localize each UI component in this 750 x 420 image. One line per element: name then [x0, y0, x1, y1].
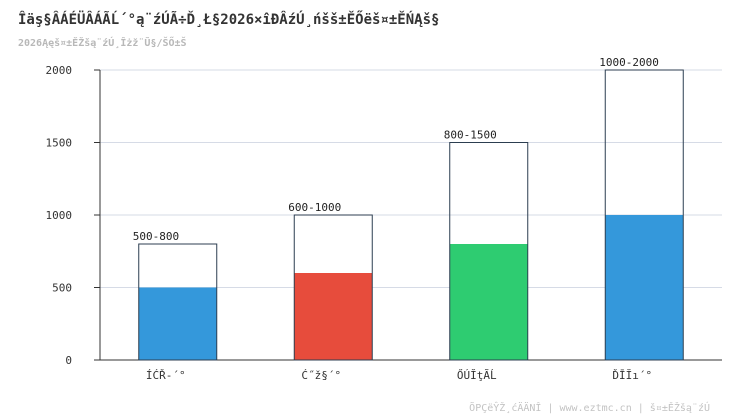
y-tick-label: 0: [65, 354, 72, 367]
x-tick-label: ĎĪĬı´°: [612, 369, 652, 382]
bar-value: [449, 244, 528, 360]
x-tick-label: Ć˝ž§´°: [301, 369, 341, 382]
bar-value: [605, 215, 684, 360]
x-tick-label: ÍĆŘ-´°: [146, 369, 186, 382]
bar-range-label: 500-800: [133, 230, 179, 243]
y-tick-label: 1000: [46, 209, 73, 222]
bar-range-outline: [293, 214, 373, 361]
x-axis-labels: ÍĆŘ-´° Ć˝ž§´° ŐÚĬţÃĹ ĎĪĬı´°: [146, 368, 652, 382]
bar-range-outline: [449, 142, 529, 361]
bar-value: [138, 287, 217, 360]
y-tick-label: 1500: [46, 137, 73, 150]
y-tick-label: 500: [52, 282, 72, 295]
bar-range-label: 1000-2000: [599, 56, 659, 69]
bar-value: [294, 273, 373, 360]
bar-range-label: 800-1500: [444, 129, 497, 142]
bar-range-outline: [138, 243, 218, 361]
watermark: ÕPÇëŶŽ¸ćÄÄNÎ | www.eztmc.cn | š¤±ĚŽšą¨źÚ: [469, 403, 710, 414]
bar-range-label: 600-1000: [288, 201, 341, 214]
x-tick-label: ŐÚĬţÃĹ: [457, 368, 497, 382]
y-tick-label: 2000: [46, 64, 73, 77]
chart-title: Îäş§ÂÁÉÜÂÁÃĹ´°ą¨źÚÃ÷Ď¸Ł§2026×îĐÂźÚ¸ńšš±Ě…: [18, 12, 440, 28]
bars: 500-800 600-1000 800-1500 1000-2000: [133, 56, 684, 361]
chart-subtitle: 2026Ąęš¤±ĚŽšą¨źÚ¸Îżž¨Ũ§/ŠŐ±Š: [18, 38, 187, 49]
bar-range-outline: [604, 69, 684, 361]
